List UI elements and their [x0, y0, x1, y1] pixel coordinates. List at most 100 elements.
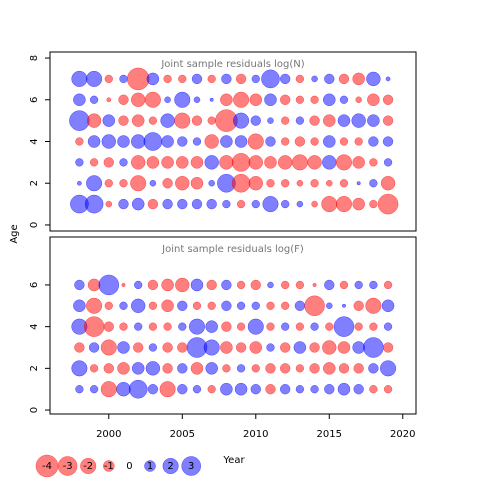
bubble [382, 136, 394, 147]
bubble [281, 280, 290, 290]
bubble [236, 364, 246, 373]
bubble [277, 155, 293, 170]
bubble [77, 180, 82, 186]
bubble [148, 322, 158, 331]
bubble [250, 384, 261, 395]
legend-bubble [103, 460, 115, 472]
bubble [295, 95, 305, 104]
bubble [337, 382, 351, 396]
bubble [162, 342, 173, 353]
y-tick-label: 6 [29, 97, 40, 103]
legend-label: 0 [126, 461, 132, 472]
bubble [130, 134, 146, 149]
legend-label: 3 [188, 461, 194, 472]
bubble [117, 135, 130, 148]
bubble [281, 137, 290, 146]
bubble [266, 322, 275, 331]
bubble [104, 74, 113, 84]
legend-label: -1 [104, 461, 114, 472]
bubble [234, 135, 248, 148]
bubble [338, 73, 350, 85]
legend-bubble [162, 457, 179, 475]
bubble [163, 74, 172, 84]
bubble [323, 135, 336, 148]
bubble [326, 302, 333, 310]
bubble [250, 115, 261, 126]
bubble [369, 322, 378, 331]
bubble [247, 318, 264, 335]
y-tick-label: 4 [29, 138, 40, 144]
bubble [312, 282, 317, 287]
bubble [207, 116, 216, 125]
bubble [73, 299, 86, 313]
bubble [71, 70, 88, 87]
bubble [190, 362, 204, 375]
bubble [190, 278, 204, 292]
bubble [296, 179, 304, 187]
y-tick-label: 0 [29, 407, 40, 413]
panel-title: Joint sample residuals log(N) [160, 59, 304, 70]
bubble [101, 134, 117, 149]
bubble [380, 360, 397, 377]
bubble [103, 321, 114, 332]
bubble [249, 341, 263, 354]
bubble [267, 117, 274, 124]
bubble [280, 384, 291, 395]
bubble [266, 179, 275, 188]
bubble [236, 199, 246, 209]
bubble [147, 279, 159, 291]
bubble [311, 75, 318, 83]
bubble [102, 114, 116, 127]
bubble [352, 156, 365, 169]
bubble [322, 340, 337, 355]
bubble [367, 93, 380, 107]
bubble [281, 179, 290, 188]
bubble [119, 158, 128, 167]
bubble [175, 176, 190, 191]
bubble [353, 363, 364, 374]
bubble [363, 337, 384, 358]
bubble [104, 179, 113, 188]
bubble [190, 176, 204, 190]
bubble [383, 280, 393, 290]
bubble [236, 280, 246, 290]
bubble [295, 364, 305, 373]
bubble [296, 200, 304, 208]
bubble [118, 115, 129, 126]
bubble [161, 156, 174, 169]
bubble [133, 342, 144, 353]
bubble [247, 133, 264, 150]
bubble [294, 300, 306, 311]
bubble [335, 154, 353, 171]
bubble [341, 303, 346, 308]
bubble [377, 193, 399, 215]
bubble [280, 342, 291, 353]
bubble [192, 385, 202, 394]
bubble [146, 156, 160, 169]
bubble [143, 132, 163, 151]
bubble [161, 135, 174, 148]
bubble [366, 71, 381, 87]
bubble [325, 322, 334, 331]
bubble [117, 362, 130, 375]
bubble [222, 364, 231, 373]
bubble [177, 363, 188, 374]
bubble [162, 363, 173, 374]
bubble [149, 179, 157, 187]
bubble [266, 301, 275, 310]
bubble [266, 343, 275, 352]
bubble [382, 115, 394, 126]
bubble [148, 343, 158, 352]
bubble [208, 179, 215, 187]
bubble [130, 175, 147, 192]
bubble [191, 198, 203, 210]
bubble [100, 381, 117, 398]
bubble [147, 198, 159, 210]
bubble [134, 280, 143, 290]
bubble [280, 363, 291, 374]
bubble [177, 342, 188, 353]
bubble [221, 321, 232, 332]
bubble [294, 136, 306, 147]
bubble [354, 137, 363, 146]
bubble [126, 67, 150, 91]
